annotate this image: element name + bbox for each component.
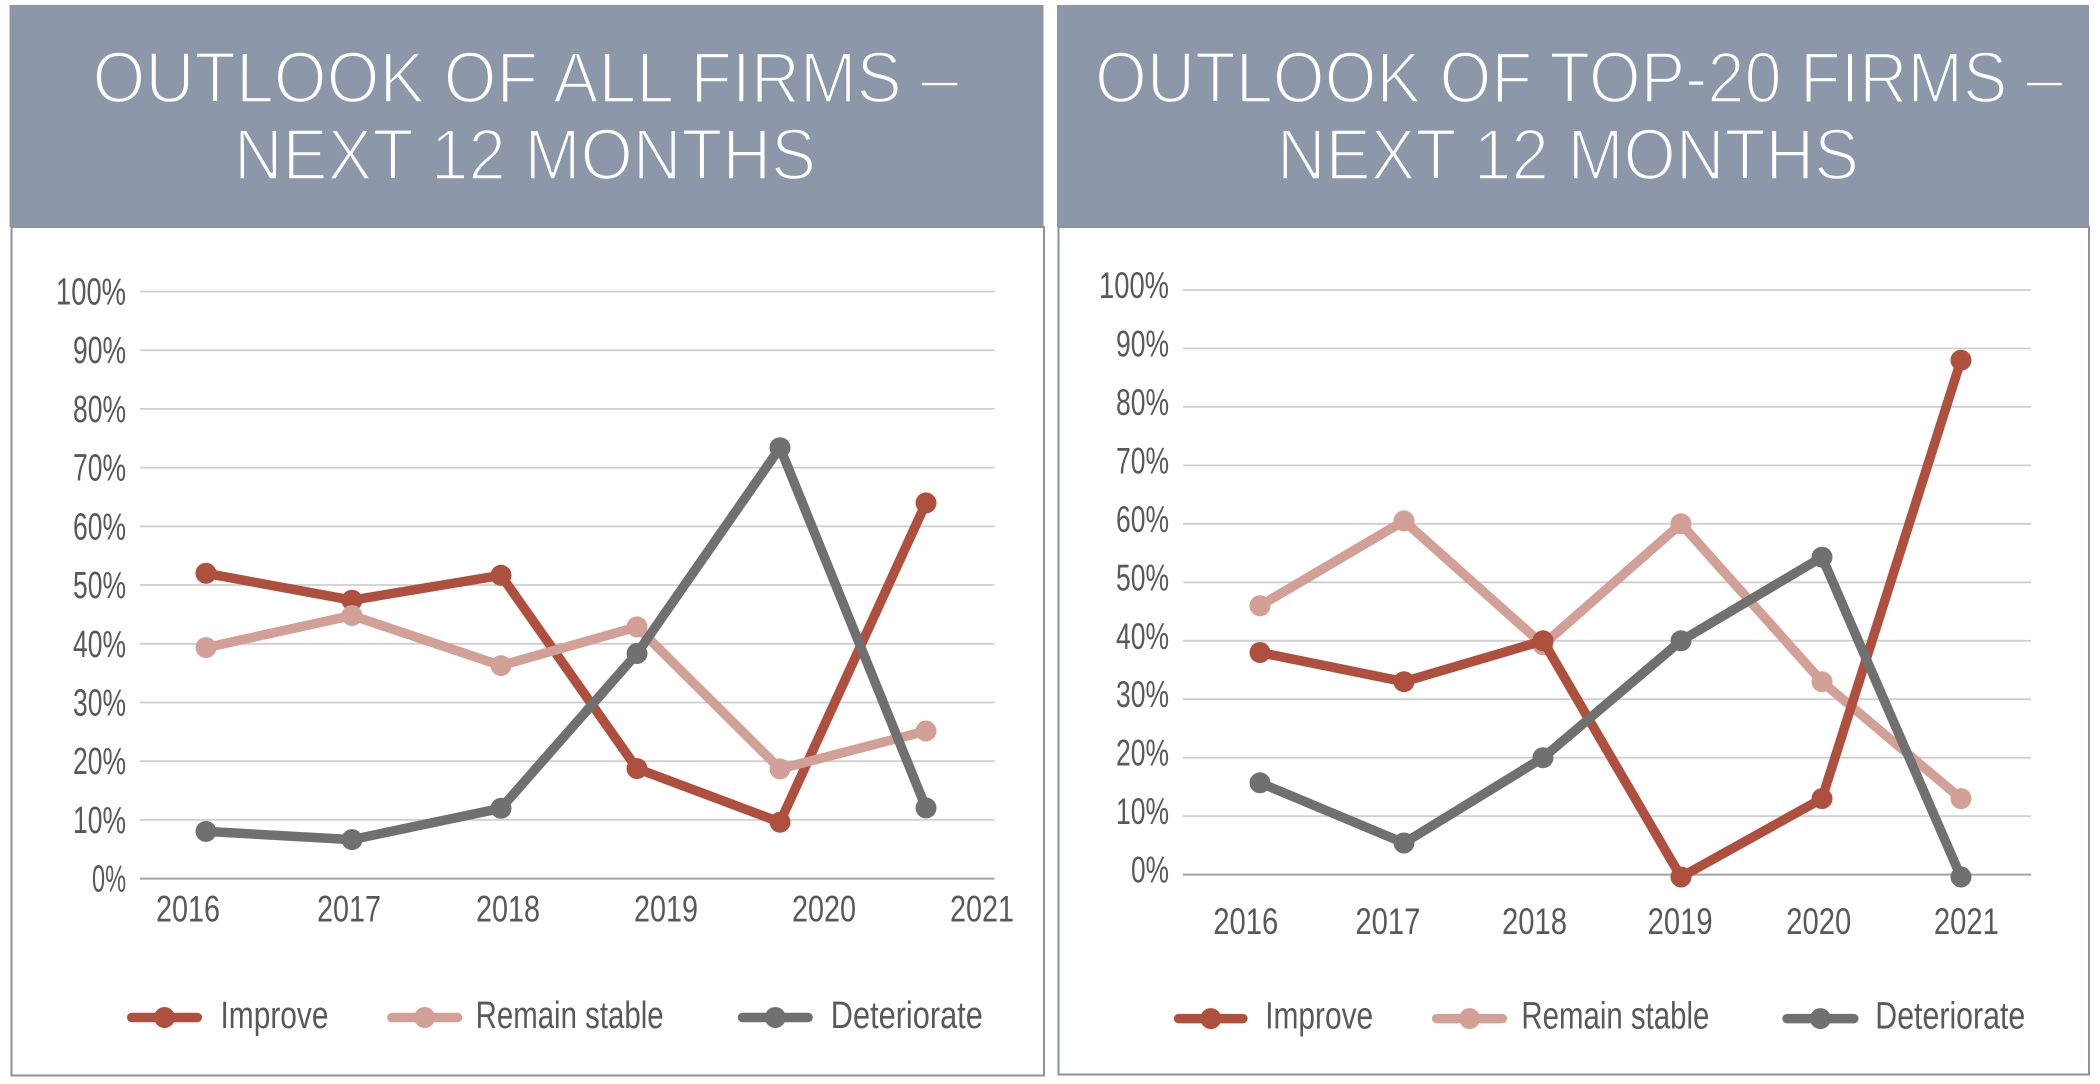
svg-text:0%: 0% — [92, 859, 126, 901]
svg-text:Remain stable: Remain stable — [1521, 996, 1709, 1038]
svg-text:NEXT 12 MONTHS: NEXT 12 MONTHS — [234, 116, 816, 196]
svg-text:20%: 20% — [1116, 733, 1169, 774]
svg-text:100%: 100% — [1099, 265, 1169, 306]
svg-text:0%: 0% — [1131, 850, 1169, 891]
svg-text:90%: 90% — [73, 330, 126, 372]
svg-text:40%: 40% — [73, 624, 126, 666]
svg-text:2019: 2019 — [1648, 901, 1713, 942]
svg-text:2021: 2021 — [1934, 901, 1999, 942]
svg-text:NEXT 12 MONTHS: NEXT 12 MONTHS — [1277, 116, 1859, 196]
svg-text:100%: 100% — [56, 272, 126, 314]
svg-text:30%: 30% — [73, 683, 126, 725]
svg-text:20%: 20% — [73, 741, 126, 783]
svg-text:60%: 60% — [1116, 499, 1169, 540]
svg-text:70%: 70% — [73, 448, 126, 490]
svg-text:Improve: Improve — [1265, 996, 1373, 1038]
svg-text:70%: 70% — [1116, 440, 1169, 481]
svg-text:OUTLOOK OF ALL FIRMS –: OUTLOOK OF ALL FIRMS – — [93, 39, 960, 119]
svg-text:10%: 10% — [73, 800, 126, 842]
svg-text:2020: 2020 — [1786, 901, 1851, 942]
svg-text:2020: 2020 — [792, 889, 856, 930]
svg-text:60%: 60% — [73, 506, 126, 548]
svg-text:Deteriorate: Deteriorate — [831, 995, 983, 1037]
svg-text:2021: 2021 — [950, 889, 1014, 930]
svg-text:OUTLOOK OF TOP-20 FIRMS –: OUTLOOK OF TOP-20 FIRMS – — [1095, 39, 2064, 119]
svg-text:2017: 2017 — [317, 889, 381, 930]
svg-text:30%: 30% — [1116, 674, 1169, 715]
svg-text:Improve: Improve — [221, 995, 329, 1037]
svg-text:Deteriorate: Deteriorate — [1875, 996, 2025, 1038]
svg-text:90%: 90% — [1116, 324, 1169, 365]
svg-text:80%: 80% — [73, 389, 126, 431]
svg-text:2017: 2017 — [1355, 901, 1420, 942]
svg-text:2019: 2019 — [634, 889, 698, 930]
svg-text:10%: 10% — [1116, 791, 1169, 832]
svg-text:80%: 80% — [1116, 382, 1169, 423]
svg-text:2018: 2018 — [1502, 901, 1567, 942]
svg-text:40%: 40% — [1116, 616, 1169, 657]
svg-text:50%: 50% — [73, 565, 126, 607]
svg-text:50%: 50% — [1116, 557, 1169, 598]
svg-text:Remain stable: Remain stable — [476, 995, 664, 1037]
svg-text:2018: 2018 — [476, 889, 540, 930]
svg-text:2016: 2016 — [156, 889, 220, 930]
svg-text:2016: 2016 — [1213, 901, 1278, 942]
